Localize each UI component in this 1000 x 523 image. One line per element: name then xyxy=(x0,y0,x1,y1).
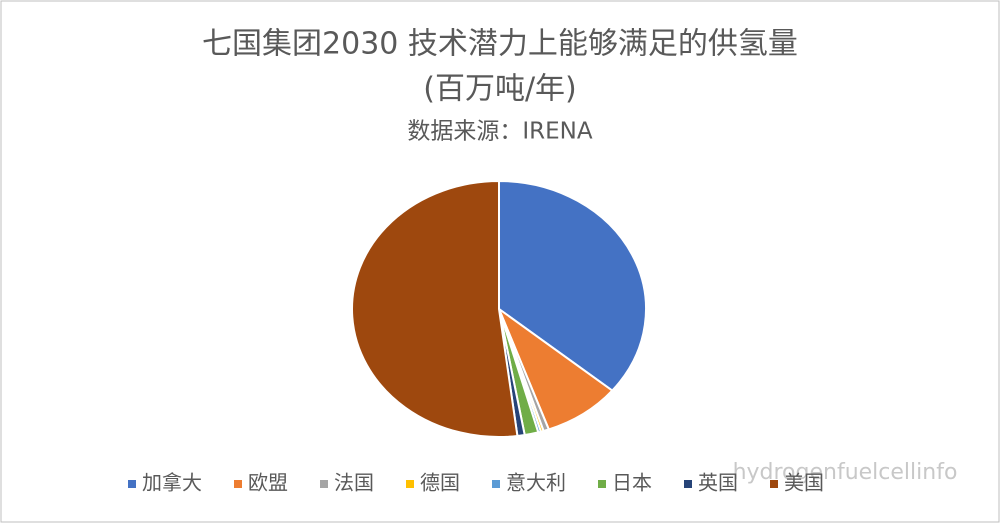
legend-label: 德国 xyxy=(420,471,460,495)
watermark: hydrogenfuelcellinfo xyxy=(733,460,958,485)
legend-swatch xyxy=(320,480,328,488)
pie-slice xyxy=(351,179,519,438)
legend-swatch xyxy=(684,480,692,488)
legend-label: 意大利 xyxy=(506,471,566,495)
legend-swatch xyxy=(598,480,606,488)
legend-swatch xyxy=(128,480,136,488)
chart-title: 七国集团2030 技术潜力上能够满足的供氢量 xyxy=(202,27,798,62)
legend-swatch xyxy=(406,480,414,488)
legend-label: 日本 xyxy=(612,471,652,495)
legend-swatch xyxy=(234,480,242,488)
chart-subtitle: 数据来源：IRENA xyxy=(407,119,593,145)
legend-label: 美国 xyxy=(784,471,824,495)
legend-swatch xyxy=(770,480,778,488)
pie-slice xyxy=(498,179,647,392)
legend-label: 加拿大 xyxy=(142,471,202,495)
legend-label: 英国 xyxy=(698,471,738,495)
legend-label: 欧盟 xyxy=(248,471,288,495)
legend-swatch xyxy=(492,480,500,488)
legend-label: 法国 xyxy=(334,471,374,495)
chart-title: (百万吨/年) xyxy=(423,72,577,107)
